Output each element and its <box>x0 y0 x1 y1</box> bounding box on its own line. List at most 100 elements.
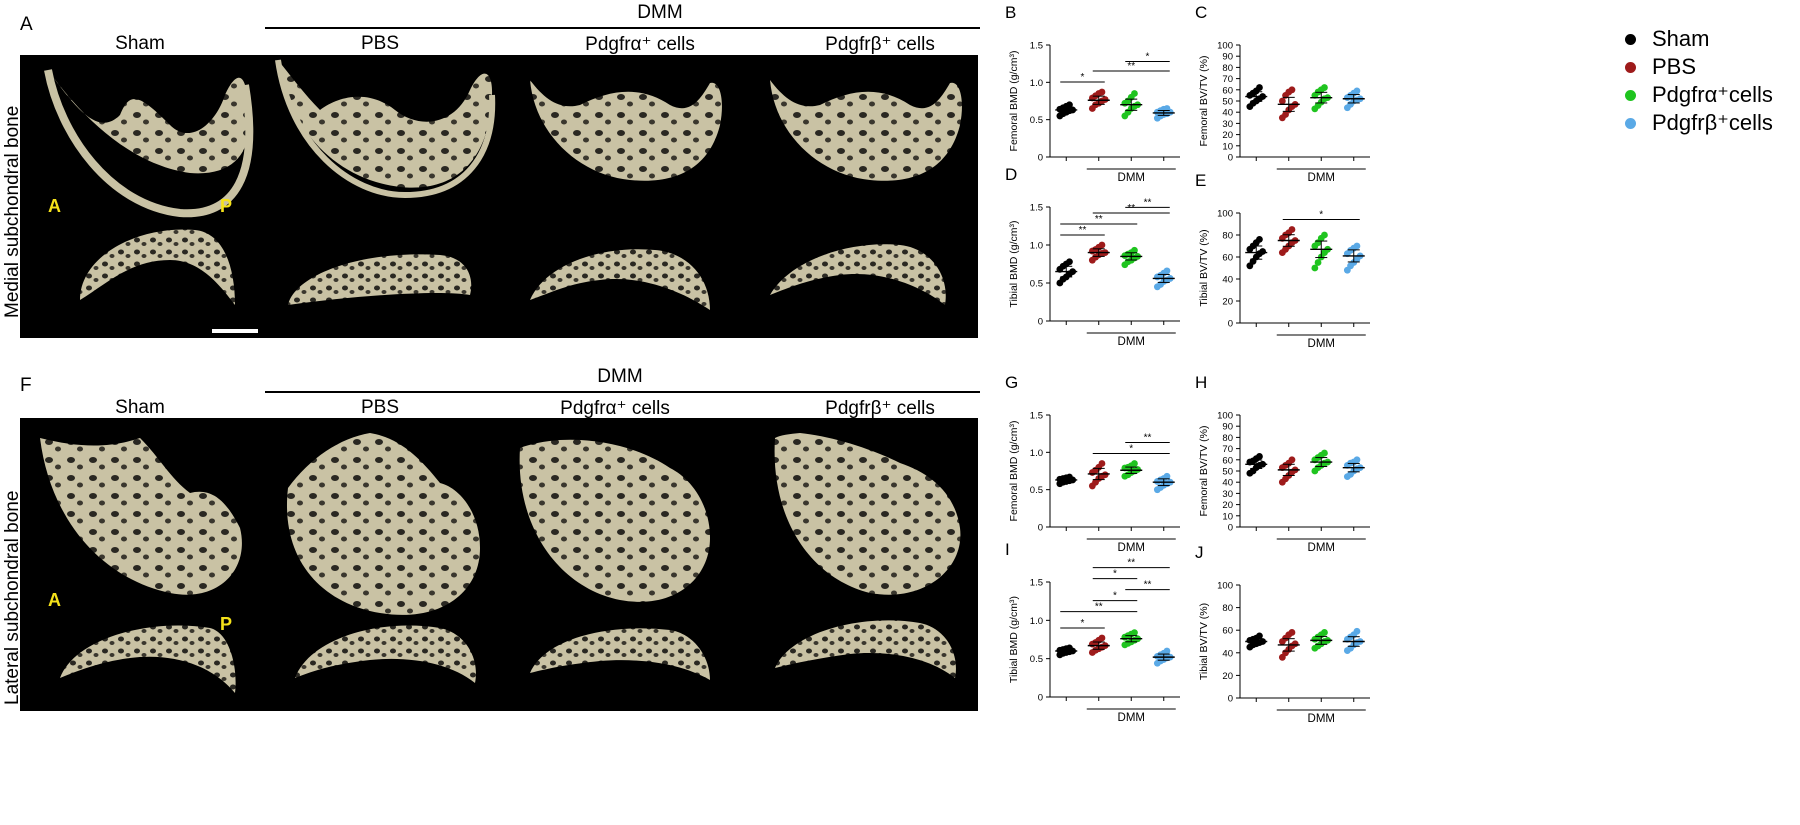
chart-c-point-2-8 <box>1321 84 1328 91</box>
col-title-sham-bottom: Sham <box>115 397 165 418</box>
beta-femur-lateral <box>774 433 961 595</box>
beta-tibia-medial <box>770 244 946 305</box>
chart-j-panel-letter: J <box>1195 543 1204 562</box>
chart-d-panel-letter: D <box>1005 165 1017 184</box>
chart-d-sig-label-2: ** <box>1127 203 1135 214</box>
pbs-tibia-medial <box>288 254 472 305</box>
chart-g-sig-label-1: ** <box>1144 433 1152 444</box>
chart-i-sig-label-0: * <box>1081 618 1085 629</box>
chart-d-dmm-label: DMM <box>1118 336 1145 348</box>
beta-tibia-lateral <box>775 620 956 678</box>
orientation-posterior-top: P <box>220 196 232 216</box>
dmm-rule-top <box>265 27 980 29</box>
chart-j-point-0-8 <box>1256 632 1263 640</box>
chart-i-ytick-label-3: 1.5 <box>1030 578 1043 589</box>
col-title-pbs-top: PBS <box>360 33 400 54</box>
col-title-beta-bottom: Pdgfrβ⁺ cells <box>825 398 935 419</box>
chart-i-ytick-label-2: 1.0 <box>1030 616 1043 627</box>
chart-i-ylabel: Tibial BMD (g/cm³) <box>1008 596 1020 683</box>
chart-b-point-1-8 <box>1098 88 1106 96</box>
chart-b-ytick-label-1: 0.5 <box>1030 115 1043 126</box>
chart-e-point-0-4 <box>1259 248 1267 255</box>
chart-c-ytick-label-3: 30 <box>1222 119 1233 130</box>
dmm-header-bottom: DMM <box>597 366 643 387</box>
chart-c-point-3-8 <box>1353 87 1361 95</box>
chart-b-point-1-4 <box>1101 96 1109 103</box>
chart-g-point-2-8 <box>1131 460 1138 467</box>
chart-c-panel-letter: C <box>1195 3 1207 22</box>
chart-b-sig-label-2: * <box>1146 52 1150 63</box>
chart-d-sig-label-1: ** <box>1095 214 1103 225</box>
chart-i-panel-letter: I <box>1005 540 1010 559</box>
legend-item-alpha: Pdgfrα⁺cells <box>1625 81 1773 109</box>
chart-d-point-1-8 <box>1098 241 1106 249</box>
beta-femur-medial <box>770 80 962 181</box>
dmm-header-top: DMM <box>637 2 683 23</box>
chart-j-point-1-4 <box>1291 640 1299 648</box>
panel-label-f: F <box>20 375 32 396</box>
chart-e-ytick-label-2: 40 <box>1222 275 1233 286</box>
chart-g-ylabel: Femoral BMD (g/cm³) <box>1008 421 1020 522</box>
chart-j-point-2-8 <box>1321 629 1328 636</box>
legend-item-sham: Sham <box>1625 25 1773 53</box>
lateral-ct-image: A P <box>20 418 978 711</box>
sham-femur-medial <box>44 69 254 218</box>
col-title-pbs-bottom: PBS <box>360 397 400 418</box>
chart-j-dmm-label: DMM <box>1308 713 1335 725</box>
chart-e-point-2-8 <box>1321 231 1328 239</box>
col-title-beta-top: Pdgfrβ⁺ cells <box>825 34 935 55</box>
chart-i-ytick-label-1: 0.5 <box>1030 654 1043 665</box>
alpha-tibia-lateral <box>530 628 710 680</box>
chart-g-point-3-8 <box>1163 472 1171 480</box>
chart-e-point-1-8 <box>1288 226 1296 233</box>
chart-c-ytick-label-5: 50 <box>1222 97 1233 108</box>
chart-b-sig-label-1: ** <box>1127 61 1135 72</box>
chart-c-ytick-label-0: 0 <box>1228 153 1233 164</box>
chart-d-point-0-8 <box>1066 258 1073 266</box>
chart-c-ytick-label-9: 90 <box>1222 52 1233 63</box>
medial-ct-image: A P <box>20 55 978 338</box>
chart-e-point-3-8 <box>1353 242 1361 250</box>
medial-bone-renderings: A P <box>44 59 962 333</box>
panel-label-a: A <box>20 14 33 35</box>
sham-femur-lateral <box>40 438 242 595</box>
chart-h-ytick-label-4: 40 <box>1222 478 1233 489</box>
legend-item-pbs: PBS <box>1625 53 1773 81</box>
orientation-posterior-bottom: P <box>220 614 232 634</box>
chart-j-ytick-label-4: 80 <box>1222 603 1233 614</box>
alpha-tibia-medial <box>530 249 710 310</box>
chart-c-ytick-label-8: 80 <box>1222 63 1233 74</box>
chart-e-point-2-1 <box>1314 259 1322 266</box>
chart-h-panel-letter: H <box>1195 373 1207 392</box>
chart-h-ytick-label-2: 20 <box>1222 500 1233 511</box>
chart-h-ytick-label-8: 80 <box>1222 433 1233 444</box>
legend-label-sham: Sham <box>1652 26 1710 51</box>
chart-e-ytick-label-4: 80 <box>1222 231 1233 242</box>
legend-label-pbs: PBS <box>1652 54 1697 79</box>
chart-g-point-2-4 <box>1134 466 1142 473</box>
chart-e-dmm-label: DMM <box>1308 338 1335 350</box>
chart-h-ytick-label-10: 100 <box>1217 411 1233 422</box>
chart-e-point-0-8 <box>1256 236 1263 243</box>
legend-dot-sham <box>1625 33 1636 45</box>
chart-d-point-2-8 <box>1131 246 1138 254</box>
chart-g-ytick-label-3: 1.5 <box>1030 411 1043 422</box>
chart-e-ylabel: Tibial BV/TV (%) <box>1198 229 1210 306</box>
legend-dot-beta <box>1625 117 1636 129</box>
chart-i-dmm-label: DMM <box>1118 712 1145 724</box>
chart-d-sig-label-0: ** <box>1079 225 1087 236</box>
chart-i-point-3-8 <box>1163 647 1171 655</box>
chart-g-panel-letter: G <box>1005 373 1018 392</box>
chart-c-ylabel: Femoral BV/TV (%) <box>1198 55 1210 146</box>
chart-e-point-2-0 <box>1311 264 1319 272</box>
chart-h-ytick-label-0: 0 <box>1228 523 1233 534</box>
chart-c-dmm-label: DMM <box>1308 172 1335 184</box>
chart-h-ytick-label-5: 50 <box>1222 467 1233 478</box>
chart-d-ytick-label-0: 0 <box>1038 317 1043 328</box>
chart-e-ytick-label-0: 0 <box>1228 319 1233 330</box>
col-title-sham-top: Sham <box>115 33 165 54</box>
chart-b-ytick-label-0: 0 <box>1038 153 1043 164</box>
col-title-alpha-bottom: Pdgfrα⁺ cells <box>560 398 670 419</box>
chart-c-point-0-8 <box>1256 84 1263 91</box>
chart-d-point-3-8 <box>1163 267 1171 275</box>
